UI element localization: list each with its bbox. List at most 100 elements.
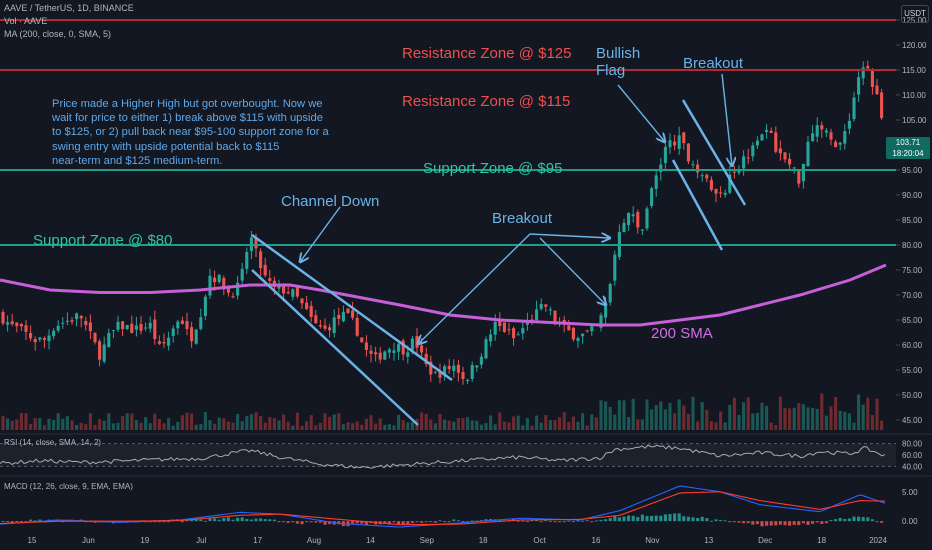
macd-histogram-bar (351, 521, 355, 524)
candle-body (93, 332, 97, 343)
time-axis-label: 2024 (869, 536, 887, 545)
volume-bar (148, 423, 152, 430)
volume-bar (47, 418, 51, 430)
macd-histogram-bar (613, 516, 617, 522)
macd-histogram-bar (190, 519, 194, 522)
macd-histogram-bar (797, 521, 801, 526)
candle-body (199, 317, 203, 329)
macd-histogram-bar (746, 521, 750, 524)
volume-bar (507, 422, 511, 430)
candle-body (116, 321, 120, 330)
price-tick-label: 110.00 (902, 91, 926, 100)
candle-body (332, 317, 336, 334)
volume-bar (742, 402, 746, 430)
breakout-mid-label: Breakout (492, 210, 553, 227)
candle-body (263, 264, 267, 276)
macd-histogram-bar (305, 521, 309, 523)
bullish-flag-line2: Flag (596, 62, 626, 79)
time-axis-label: 17 (253, 536, 262, 545)
candle-body (834, 141, 838, 148)
annotation-arrow (529, 234, 610, 238)
macd-histogram-bar (282, 521, 286, 523)
price-tick-label: 90.00 (902, 191, 923, 200)
candle-body (544, 304, 548, 307)
candle-body (318, 325, 322, 327)
volume-bar (765, 405, 769, 430)
macd-histogram-bar (585, 520, 589, 522)
macd-histogram-bar (709, 520, 713, 522)
volume-bar (199, 424, 203, 430)
macd-histogram-bar (801, 521, 805, 524)
macd-histogram-bar (880, 521, 884, 523)
macd-histogram-bar (530, 519, 534, 522)
price-tick-label: 120.00 (902, 41, 927, 50)
volume-bar (300, 425, 304, 430)
macd-histogram-bar (732, 521, 736, 523)
resistance-125-label: Resistance Zone @ $125 (402, 45, 572, 62)
volume-bar (525, 418, 529, 430)
macd-histogram-bar (452, 519, 456, 522)
breakout-top-label: Breakout (683, 55, 744, 72)
volume-bar (627, 417, 631, 430)
volume-bar (461, 418, 465, 430)
volume-bar (15, 419, 19, 430)
price-tick-label: 75.00 (902, 266, 923, 275)
macd-histogram-bar (259, 518, 263, 522)
candle-body (682, 132, 686, 144)
candle-body (751, 145, 755, 157)
candle-body (447, 365, 451, 370)
macd-histogram-bar (852, 516, 856, 522)
candle-body (507, 329, 511, 331)
candle-body (691, 164, 695, 166)
candle-body (15, 322, 19, 327)
candle-body (847, 120, 851, 129)
volume-bar (98, 419, 102, 430)
candle-body (548, 309, 552, 311)
macd-histogram-bar (663, 514, 667, 522)
candle-body (111, 330, 115, 332)
macd-histogram-bar (29, 519, 33, 522)
candle-body (314, 315, 318, 324)
volume-bar (392, 425, 396, 430)
volume-bar (751, 413, 755, 430)
volume-bar (282, 414, 286, 430)
candle-body (254, 237, 258, 249)
candle-body (581, 333, 585, 337)
macd-histogram-bar (829, 519, 833, 522)
volume-bar (185, 412, 189, 430)
volume-bar (585, 425, 589, 430)
macd-histogram-bar (640, 514, 644, 522)
candle-body (608, 284, 612, 303)
volume-bar (397, 414, 401, 430)
candle-body (801, 163, 805, 182)
macd-histogram-bar (410, 521, 414, 524)
volume-bar (351, 423, 355, 430)
currency-badge[interactable]: USDT (901, 5, 929, 23)
candle-body (774, 132, 778, 152)
volume-bar (259, 416, 263, 430)
volume-bar (222, 418, 226, 430)
candle-body (79, 315, 83, 319)
candle-body (590, 326, 594, 332)
macd-histogram-bar (222, 517, 226, 522)
volume-bar (33, 418, 37, 430)
volume-bar (613, 414, 617, 430)
macd-histogram-bar (875, 521, 879, 523)
macd-histogram-bar (185, 519, 189, 522)
note-line: to $125, or 2) pull back near $95-100 su… (52, 126, 329, 139)
candle-body (438, 371, 442, 378)
volume-bar (171, 425, 175, 430)
flag-upper-line (681, 99, 747, 206)
volume-bar (263, 422, 267, 430)
macd-histogram-bar (714, 519, 718, 522)
note-line: wait for price to either 1) break above … (52, 112, 323, 125)
candle-body (6, 322, 10, 325)
candle-body (420, 345, 424, 353)
volume-bar (801, 404, 805, 430)
time-axis-label: Oct (533, 536, 546, 545)
volume-bar (180, 415, 184, 430)
volume-bar (346, 422, 350, 430)
macd-histogram-bar (420, 521, 424, 523)
